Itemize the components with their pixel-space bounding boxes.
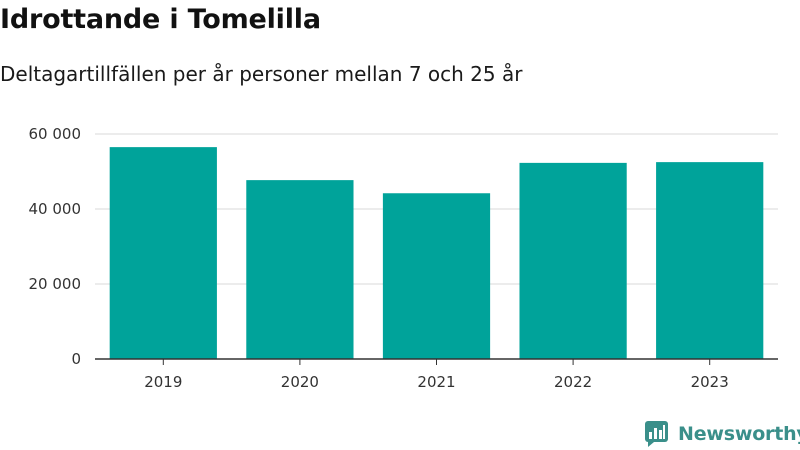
chart-title: Idrottande i Tomelilla	[0, 4, 321, 35]
bar	[656, 162, 764, 359]
x-tick-label: 2022	[554, 373, 592, 391]
bar	[246, 180, 354, 359]
y-tick-label: 0	[71, 350, 81, 368]
bar	[109, 147, 217, 359]
x-tick-label: 2023	[691, 373, 729, 391]
chart-subtitle: Deltagartillfällen per år personer mella…	[0, 62, 523, 86]
brand-name: Newsworthy	[678, 423, 800, 445]
bar	[382, 193, 491, 359]
newsworthy-logo: Newsworthy	[644, 420, 800, 448]
newsworthy-icon	[645, 421, 668, 447]
y-tick-label: 20 000	[29, 275, 82, 293]
y-tick-label: 40 000	[29, 200, 82, 218]
y-tick-label: 60 000	[29, 125, 82, 143]
bar	[519, 162, 627, 359]
x-tick-label: 2021	[417, 373, 455, 391]
x-tick-label: 2019	[144, 373, 182, 391]
x-tick-label: 2020	[281, 373, 319, 391]
